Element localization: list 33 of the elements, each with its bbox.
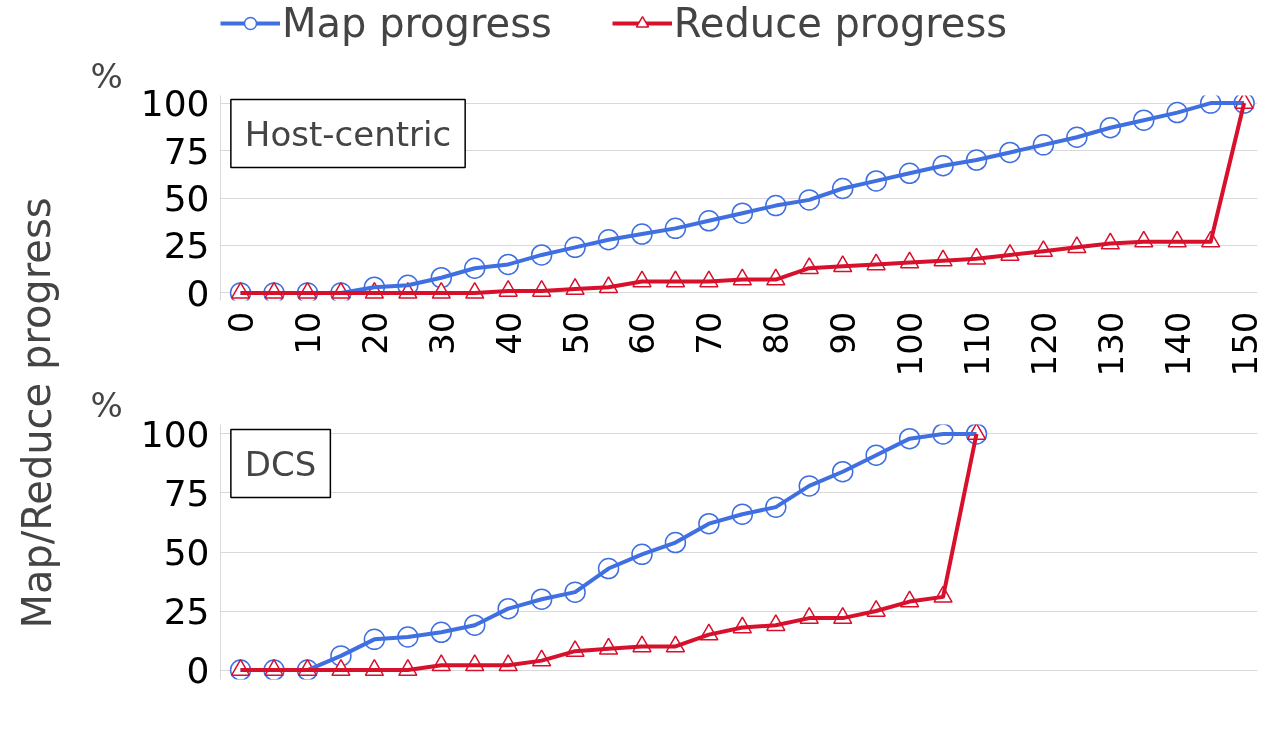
y-tick-label: 50 (163, 178, 210, 219)
y-tick-label: 75 (163, 472, 210, 514)
y-tick-label: 25 (163, 225, 210, 267)
y-tick-label: 100 (140, 413, 210, 455)
x-tick-label: 0 (221, 311, 262, 334)
x-tick-label: 20 (354, 311, 395, 355)
y-tick-label: 50 (163, 532, 210, 573)
legend-label: Reduce progress (673, 0, 1008, 46)
x-tick-label: 110 (957, 311, 998, 377)
x-tick-label: 150 (1224, 311, 1265, 377)
y-tick-label: 100 (140, 83, 210, 125)
x-tick-label: 90 (823, 311, 864, 355)
x-tick-label: 70 (689, 311, 730, 355)
x-tick-label: 50 (555, 311, 596, 355)
x-tick-label: 10 (287, 311, 328, 355)
y-tick-label: 0 (186, 650, 210, 692)
text: Host-centric (244, 113, 452, 154)
x-tick-label: 120 (1023, 311, 1064, 377)
x-tick-label: 60 (622, 311, 663, 355)
x-tick-label: 140 (1157, 311, 1198, 377)
y-axis-title: Map/Reduce progress (13, 197, 60, 629)
x-tick-label: 100 (890, 311, 931, 377)
y-tick-label: 75 (163, 130, 210, 172)
x-tick-label: 40 (488, 311, 529, 355)
y-tick-label: 25 (163, 591, 210, 633)
y-tick-label: 0 (186, 272, 210, 314)
x-tick-label: 80 (756, 311, 797, 355)
text: DCS (244, 443, 317, 484)
x-tick-label: 130 (1090, 311, 1131, 377)
text: % (90, 55, 123, 96)
x-tick-label: 30 (421, 311, 462, 355)
legend-label: Map progress (282, 0, 552, 46)
text: % (90, 384, 123, 425)
